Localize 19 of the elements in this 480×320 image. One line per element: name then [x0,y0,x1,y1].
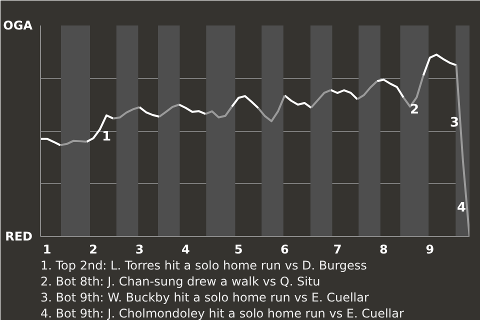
x-tick-label: 1 [42,242,52,256]
text: 2. Bot 8th: J. Chan-sung drew a walk vs Q. Situ [40,274,320,288]
x-tick-label: 2 [89,242,98,256]
annotation: 2 [410,102,420,118]
text: 4. Bot 9th: J. Cholmondoley hit a solo home run vs E. Cuellar [40,306,404,320]
x-tick-label: 4 [182,242,190,256]
x-tick-label: 3 [135,242,144,256]
x-tick-label: 7 [333,242,342,256]
x-tick-label: 6 [280,242,289,256]
text: 1. Top 2nd: L. Torres hit a solo home run vs D. Burgess [40,258,367,272]
text: OGA [3,18,34,32]
x-tick-label: 9 [426,242,434,256]
annotation: 3 [450,116,460,130]
x-tick-label: 5 [234,242,243,256]
annotation: 4 [456,200,466,216]
x-tick-label: 8 [380,242,388,256]
annotation: 1 [102,130,112,144]
text: RED [5,230,33,244]
text: 3. Bot 9th: W. Buckby hit a solo home run vs E. Cuellar [40,290,369,304]
